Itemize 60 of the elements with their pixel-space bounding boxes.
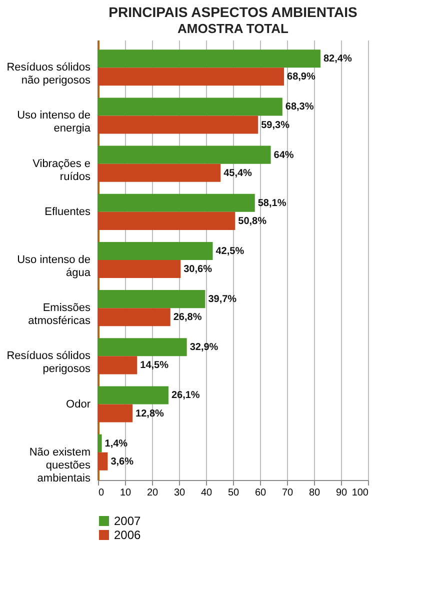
legend-label: 2006 bbox=[114, 528, 142, 542]
y-tick-label: Vibrações e ruídos bbox=[32, 158, 91, 183]
data-label: 59,3% bbox=[261, 120, 290, 131]
data-label: 42,5% bbox=[216, 246, 244, 257]
y-tick-label: Uso intenso de energia bbox=[17, 110, 92, 135]
y-tick-label: Odor bbox=[66, 398, 91, 410]
y-tick-label: Não existem questões ambientais bbox=[29, 446, 91, 484]
data-label: 39,7% bbox=[208, 294, 237, 306]
x-tick-label: 80 bbox=[308, 488, 320, 498]
bar bbox=[98, 404, 133, 422]
bar bbox=[98, 242, 213, 260]
data-label: 45,4% bbox=[224, 168, 252, 179]
data-label: 30,6% bbox=[184, 264, 212, 276]
y-tick-label: Uso intenso de água bbox=[17, 254, 92, 279]
bar bbox=[98, 194, 255, 212]
data-label: 58,1% bbox=[258, 198, 286, 209]
y-tick-label: Efluentes bbox=[44, 206, 91, 218]
bar bbox=[98, 212, 236, 230]
bar bbox=[98, 68, 284, 86]
x-tick-label: 70 bbox=[282, 488, 294, 498]
bar bbox=[98, 308, 170, 326]
bar bbox=[98, 260, 181, 278]
data-label: 26,1% bbox=[171, 390, 200, 402]
x-tick-label: 30 bbox=[174, 488, 186, 498]
x-tick-label: 20 bbox=[146, 488, 158, 498]
y-tick-label: Resíduos sólidos perigosos bbox=[6, 350, 91, 376]
data-label: 1,4% bbox=[104, 438, 128, 450]
y-tick-label: Resíduos sólidos não perigosos bbox=[6, 62, 91, 87]
bar bbox=[98, 164, 221, 182]
y-tick-label: Emissões atmosféricas bbox=[28, 302, 91, 328]
data-label: 68,9% bbox=[287, 72, 316, 83]
bar bbox=[98, 146, 271, 164]
x-tick-label: 60 bbox=[254, 488, 266, 498]
x-tick-label: 50 bbox=[228, 488, 240, 498]
bar bbox=[98, 290, 206, 308]
x-tick-label: 0 bbox=[98, 488, 104, 498]
bar bbox=[98, 452, 108, 470]
bar bbox=[98, 98, 282, 116]
bar bbox=[98, 116, 258, 134]
bar bbox=[98, 386, 168, 404]
data-label: 26,8% bbox=[173, 312, 202, 324]
bar bbox=[98, 338, 187, 356]
data-label: 12,8% bbox=[136, 408, 164, 420]
chart-title: PRINCIPAIS ASPECTOS AMBIENTAIS bbox=[108, 4, 358, 20]
bar bbox=[98, 434, 102, 452]
bar bbox=[98, 356, 138, 374]
x-tick-label: 90 bbox=[336, 488, 348, 498]
x-tick-label: 10 bbox=[120, 488, 132, 498]
x-tick-label: 40 bbox=[200, 488, 212, 498]
data-label: 68,3% bbox=[285, 102, 314, 113]
data-label: 82,4% bbox=[323, 54, 352, 65]
data-label: 32,9% bbox=[190, 342, 218, 354]
data-label: 50,8% bbox=[238, 216, 267, 227]
chart-subtitle: AMOSTRA TOTAL bbox=[178, 21, 289, 36]
data-label: 3,6% bbox=[110, 456, 134, 468]
bar bbox=[98, 50, 320, 68]
x-tick-label: 100 bbox=[352, 488, 369, 498]
data-label: 14,5% bbox=[140, 360, 169, 372]
legend-label: 2007 bbox=[114, 514, 142, 528]
data-label: 64% bbox=[274, 150, 294, 161]
